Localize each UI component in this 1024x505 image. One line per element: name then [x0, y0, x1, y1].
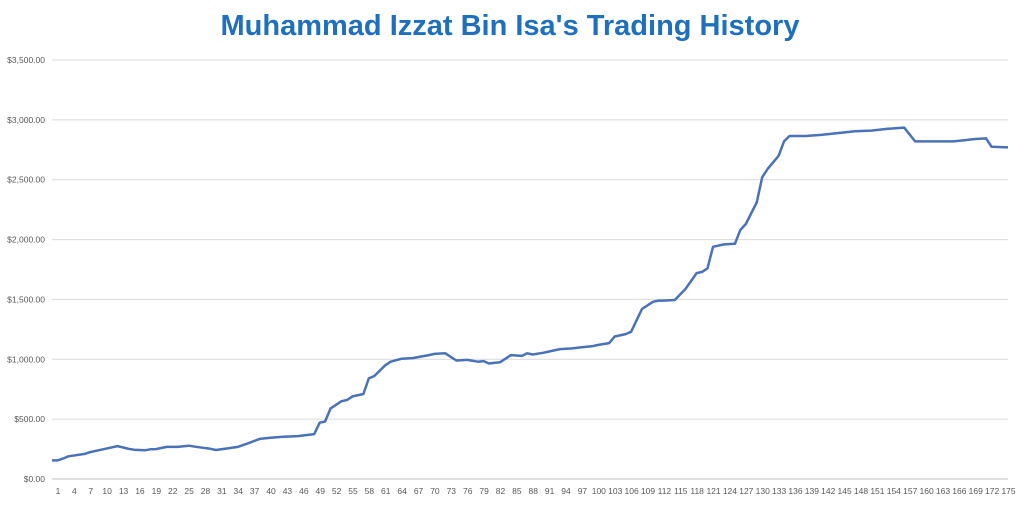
- x-tick-label: 37: [250, 486, 260, 496]
- x-tick-label: 121: [706, 486, 720, 496]
- x-axis-tick-labels: 1 4 7 10 13 16 19 22 25 28 31 34 37 40 43 46 49 52 55 58 61 6…: [56, 486, 1016, 496]
- x-tick-label: 52: [332, 486, 342, 496]
- x-tick-label: 103: [608, 486, 622, 496]
- x-tick-label: 97: [578, 486, 588, 496]
- x-tick-label: 73: [447, 486, 457, 496]
- x-tick-label: 49: [315, 486, 325, 496]
- x-tick-label: 169: [969, 486, 983, 496]
- x-tick-label: 106: [625, 486, 639, 496]
- x-tick-label: 61: [381, 486, 391, 496]
- x-tick-label: 79: [479, 486, 489, 496]
- x-tick-label: 163: [936, 486, 950, 496]
- x-tick-label: 172: [985, 486, 999, 496]
- x-tick-label: 25: [184, 486, 194, 496]
- x-tick-label: 7: [88, 486, 93, 496]
- x-tick-label: 118: [690, 486, 704, 496]
- x-tick-label: 133: [772, 486, 786, 496]
- x-tick-label: 175: [1001, 486, 1015, 496]
- x-tick-label: 28: [201, 486, 211, 496]
- x-tick-label: 145: [838, 486, 852, 496]
- y-tick-label: $2,500.00: [7, 175, 45, 185]
- x-tick-label: 148: [854, 486, 868, 496]
- x-tick-label: 19: [152, 486, 162, 496]
- series-line: [52, 126, 1009, 462]
- series-layer: [52, 126, 1009, 462]
- x-tick-label: 64: [397, 486, 407, 496]
- x-tick-label: 4: [72, 486, 77, 496]
- y-tick-label: $2,000.00: [7, 235, 45, 245]
- x-tick-label: 94: [561, 486, 571, 496]
- x-tick-label: 142: [821, 486, 835, 496]
- x-tick-label: 112: [658, 486, 672, 496]
- x-tick-label: 124: [723, 486, 737, 496]
- x-tick-label: 31: [217, 486, 227, 496]
- x-tick-label: 130: [756, 486, 770, 496]
- y-tick-label: $3,000.00: [7, 115, 45, 125]
- x-tick-label: 154: [887, 486, 901, 496]
- x-tick-label: 151: [870, 486, 884, 496]
- x-tick-label: 139: [805, 486, 819, 496]
- x-tick-label: 34: [234, 486, 244, 496]
- x-tick-label: 82: [496, 486, 506, 496]
- x-tick-label: 91: [545, 486, 555, 496]
- x-tick-label: 46: [299, 486, 309, 496]
- x-tick-label: 55: [348, 486, 358, 496]
- x-tick-label: 157: [903, 486, 917, 496]
- x-tick-label: 43: [283, 486, 293, 496]
- x-tick-label: 76: [463, 486, 473, 496]
- x-tick-label: 58: [365, 486, 375, 496]
- x-tick-label: 109: [641, 486, 655, 496]
- x-tick-label: 136: [788, 486, 802, 496]
- x-tick-label: 40: [266, 486, 276, 496]
- x-tick-label: 1: [56, 486, 61, 496]
- y-axis-tick-labels: $0.00 $500.00 $1,000.00 $1,500.00 $2,000.00 $…: [7, 55, 45, 484]
- x-tick-label: 166: [952, 486, 966, 496]
- x-tick-label: 115: [674, 486, 688, 496]
- chart-title: Muhammad Izzat Bin Isa's Trading History: [220, 10, 800, 42]
- x-tick-label: 100: [592, 486, 606, 496]
- y-tick-label: $1,500.00: [7, 294, 45, 304]
- x-tick-label: 10: [102, 486, 112, 496]
- x-tick-label: 13: [119, 486, 129, 496]
- x-tick-label: 22: [168, 486, 178, 496]
- y-tick-label: $1,000.00: [7, 354, 45, 364]
- y-tick-label: $3,500.00: [7, 55, 45, 65]
- x-tick-label: 88: [529, 486, 539, 496]
- x-tick-label: 127: [739, 486, 753, 496]
- x-tick-label: 70: [430, 486, 440, 496]
- y-tick-label: $0.00: [24, 474, 46, 484]
- x-tick-label: 160: [920, 486, 934, 496]
- y-tick-label: $500.00: [14, 414, 45, 424]
- x-tick-label: 67: [414, 486, 424, 496]
- x-tick-label: 85: [512, 486, 522, 496]
- gridlines: [52, 59, 1008, 420]
- x-tick-label: 16: [135, 486, 145, 496]
